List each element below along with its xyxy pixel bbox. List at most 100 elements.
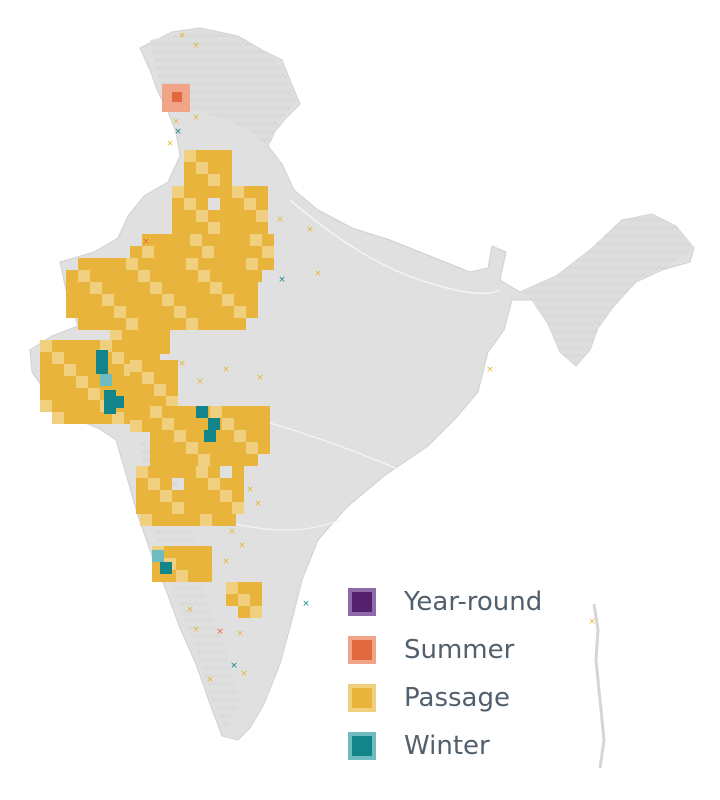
passage-cell bbox=[184, 502, 196, 514]
passage-record-mark: × bbox=[314, 269, 322, 279]
passage-cell bbox=[246, 282, 258, 294]
passage-cell bbox=[196, 162, 208, 174]
passage-cell bbox=[136, 490, 148, 502]
passage-cell bbox=[238, 582, 250, 594]
passage-cell bbox=[76, 364, 88, 376]
passage-cell bbox=[208, 210, 220, 222]
passage-cell bbox=[138, 318, 150, 330]
passage-cell bbox=[210, 294, 222, 306]
passage-cell bbox=[166, 396, 178, 408]
river bbox=[259, 419, 401, 471]
passage-cell bbox=[198, 294, 210, 306]
passage-cell bbox=[196, 210, 208, 222]
passage-cell bbox=[88, 388, 100, 400]
passage-cell bbox=[52, 412, 64, 424]
passage-cell bbox=[188, 514, 200, 526]
passage-cell bbox=[52, 352, 64, 364]
passage-cell bbox=[174, 270, 186, 282]
passage-cell bbox=[114, 306, 126, 318]
passage-cell bbox=[126, 270, 138, 282]
passage-record-mark: × bbox=[178, 31, 186, 41]
passage-cell bbox=[186, 418, 198, 430]
passage-cell bbox=[200, 558, 212, 570]
passage-cell bbox=[76, 412, 88, 424]
winter-swatch bbox=[348, 732, 376, 760]
passage-cell bbox=[184, 150, 196, 162]
passage-cell bbox=[150, 454, 162, 466]
passage-cell bbox=[90, 294, 102, 306]
passage-cell bbox=[148, 478, 160, 490]
passage-cell bbox=[224, 514, 236, 526]
passage-cell bbox=[40, 400, 52, 412]
passage-record-mark: × bbox=[172, 117, 180, 127]
passage-cell bbox=[142, 246, 154, 258]
passage-cell bbox=[226, 234, 238, 246]
passage-cell bbox=[188, 558, 200, 570]
passage-cell bbox=[220, 174, 232, 186]
passage-cell bbox=[174, 318, 186, 330]
passage-cell bbox=[258, 442, 270, 454]
passage-cell bbox=[172, 210, 184, 222]
passage-cell bbox=[190, 246, 202, 258]
passage-cell bbox=[186, 306, 198, 318]
passage-cell bbox=[146, 342, 158, 354]
passage-cell bbox=[102, 258, 114, 270]
passage-cell bbox=[40, 376, 52, 388]
passage-cell bbox=[150, 306, 162, 318]
passage-cell bbox=[150, 418, 162, 430]
passage-cell bbox=[210, 282, 222, 294]
passage-cell bbox=[196, 478, 208, 490]
summer-record-mark: × bbox=[142, 237, 150, 247]
passage-cell bbox=[130, 384, 142, 396]
passage-cell bbox=[66, 282, 78, 294]
legend: Year-round Summer Passage Winter bbox=[348, 578, 588, 770]
passage-cell bbox=[246, 454, 258, 466]
passage-cell bbox=[232, 222, 244, 234]
passage-cell bbox=[176, 546, 188, 558]
winter-cell bbox=[204, 430, 216, 442]
passage-cell bbox=[222, 258, 234, 270]
passage-record-mark: × bbox=[186, 605, 194, 615]
passage-cell bbox=[174, 442, 186, 454]
passage-cell bbox=[246, 294, 258, 306]
passage-cell bbox=[250, 606, 262, 618]
passage-cell bbox=[176, 514, 188, 526]
winter-record-mark: × bbox=[278, 275, 286, 285]
passage-cell bbox=[130, 372, 142, 384]
winter-record-mark: × bbox=[230, 661, 238, 671]
passage-cell bbox=[64, 376, 76, 388]
passage-cell bbox=[110, 330, 122, 342]
passage-cell bbox=[150, 442, 162, 454]
passage-cell bbox=[210, 442, 222, 454]
passage-cell bbox=[202, 234, 214, 246]
passage-cell bbox=[196, 150, 208, 162]
passage-cell bbox=[234, 258, 246, 270]
passage-cell bbox=[112, 352, 124, 364]
passage-cell bbox=[222, 306, 234, 318]
passage-cell bbox=[198, 318, 210, 330]
passage-cell bbox=[176, 570, 188, 582]
passage-cell bbox=[124, 340, 136, 352]
passage-cell bbox=[166, 384, 178, 396]
passage-cell bbox=[174, 454, 186, 466]
passage-cell bbox=[208, 186, 220, 198]
passage-cell bbox=[234, 442, 246, 454]
passage-cell bbox=[40, 364, 52, 376]
passage-cell bbox=[196, 466, 208, 478]
passage-cell bbox=[184, 478, 196, 490]
passage-cell bbox=[174, 418, 186, 430]
passage-cell bbox=[208, 162, 220, 174]
passage-cell bbox=[174, 282, 186, 294]
passage-cell bbox=[178, 234, 190, 246]
passage-cell bbox=[200, 570, 212, 582]
passage-cell bbox=[88, 400, 100, 412]
passage-cell bbox=[226, 246, 238, 258]
passage-cell bbox=[198, 258, 210, 270]
legend-label: Passage bbox=[404, 683, 510, 713]
passage-record-mark: × bbox=[210, 515, 218, 525]
passage-cell bbox=[256, 222, 268, 234]
passage-cell bbox=[166, 234, 178, 246]
passage-cell bbox=[186, 282, 198, 294]
passage-cell bbox=[222, 442, 234, 454]
